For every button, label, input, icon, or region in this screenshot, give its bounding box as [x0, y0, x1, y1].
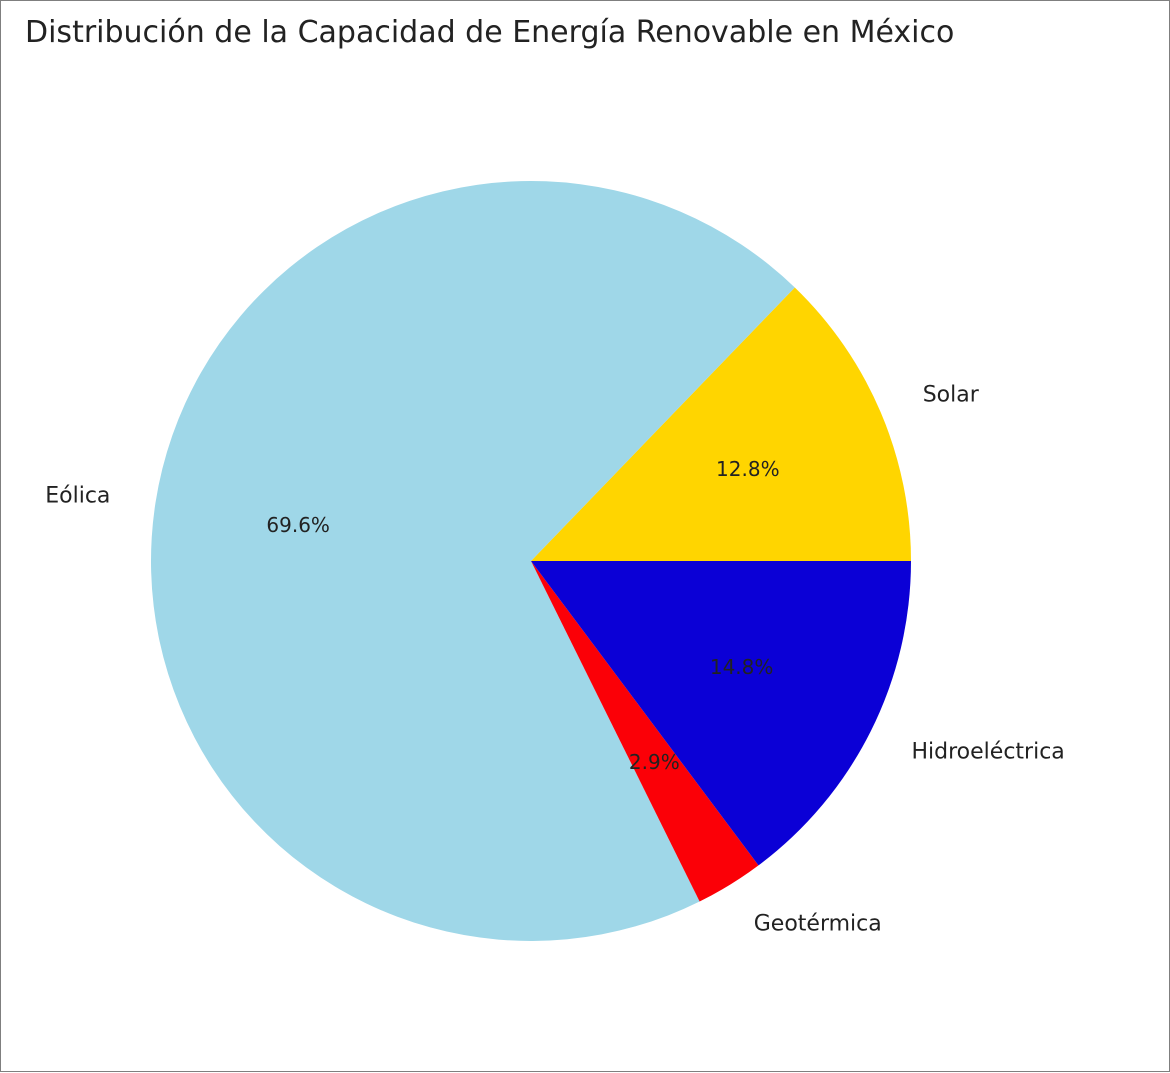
pie-label-solar: Solar — [923, 382, 979, 407]
pie-label-hidroeléctrica: Hidroeléctrica — [912, 739, 1065, 764]
pie-pct-hidroeléctrica: 14.8% — [710, 655, 774, 679]
pie-pct-eólica: 69.6% — [266, 513, 330, 537]
pie-container — [1, 1, 1169, 1071]
pie-label-eólica: Eólica — [45, 483, 110, 508]
pie-chart — [1, 1, 1170, 1073]
chart-frame: Distribución de la Capacidad de Energía … — [0, 0, 1170, 1072]
pie-pct-geotérmica: 2.9% — [629, 750, 680, 774]
pie-pct-solar: 12.8% — [716, 457, 780, 481]
pie-label-geotérmica: Geotérmica — [754, 911, 882, 936]
